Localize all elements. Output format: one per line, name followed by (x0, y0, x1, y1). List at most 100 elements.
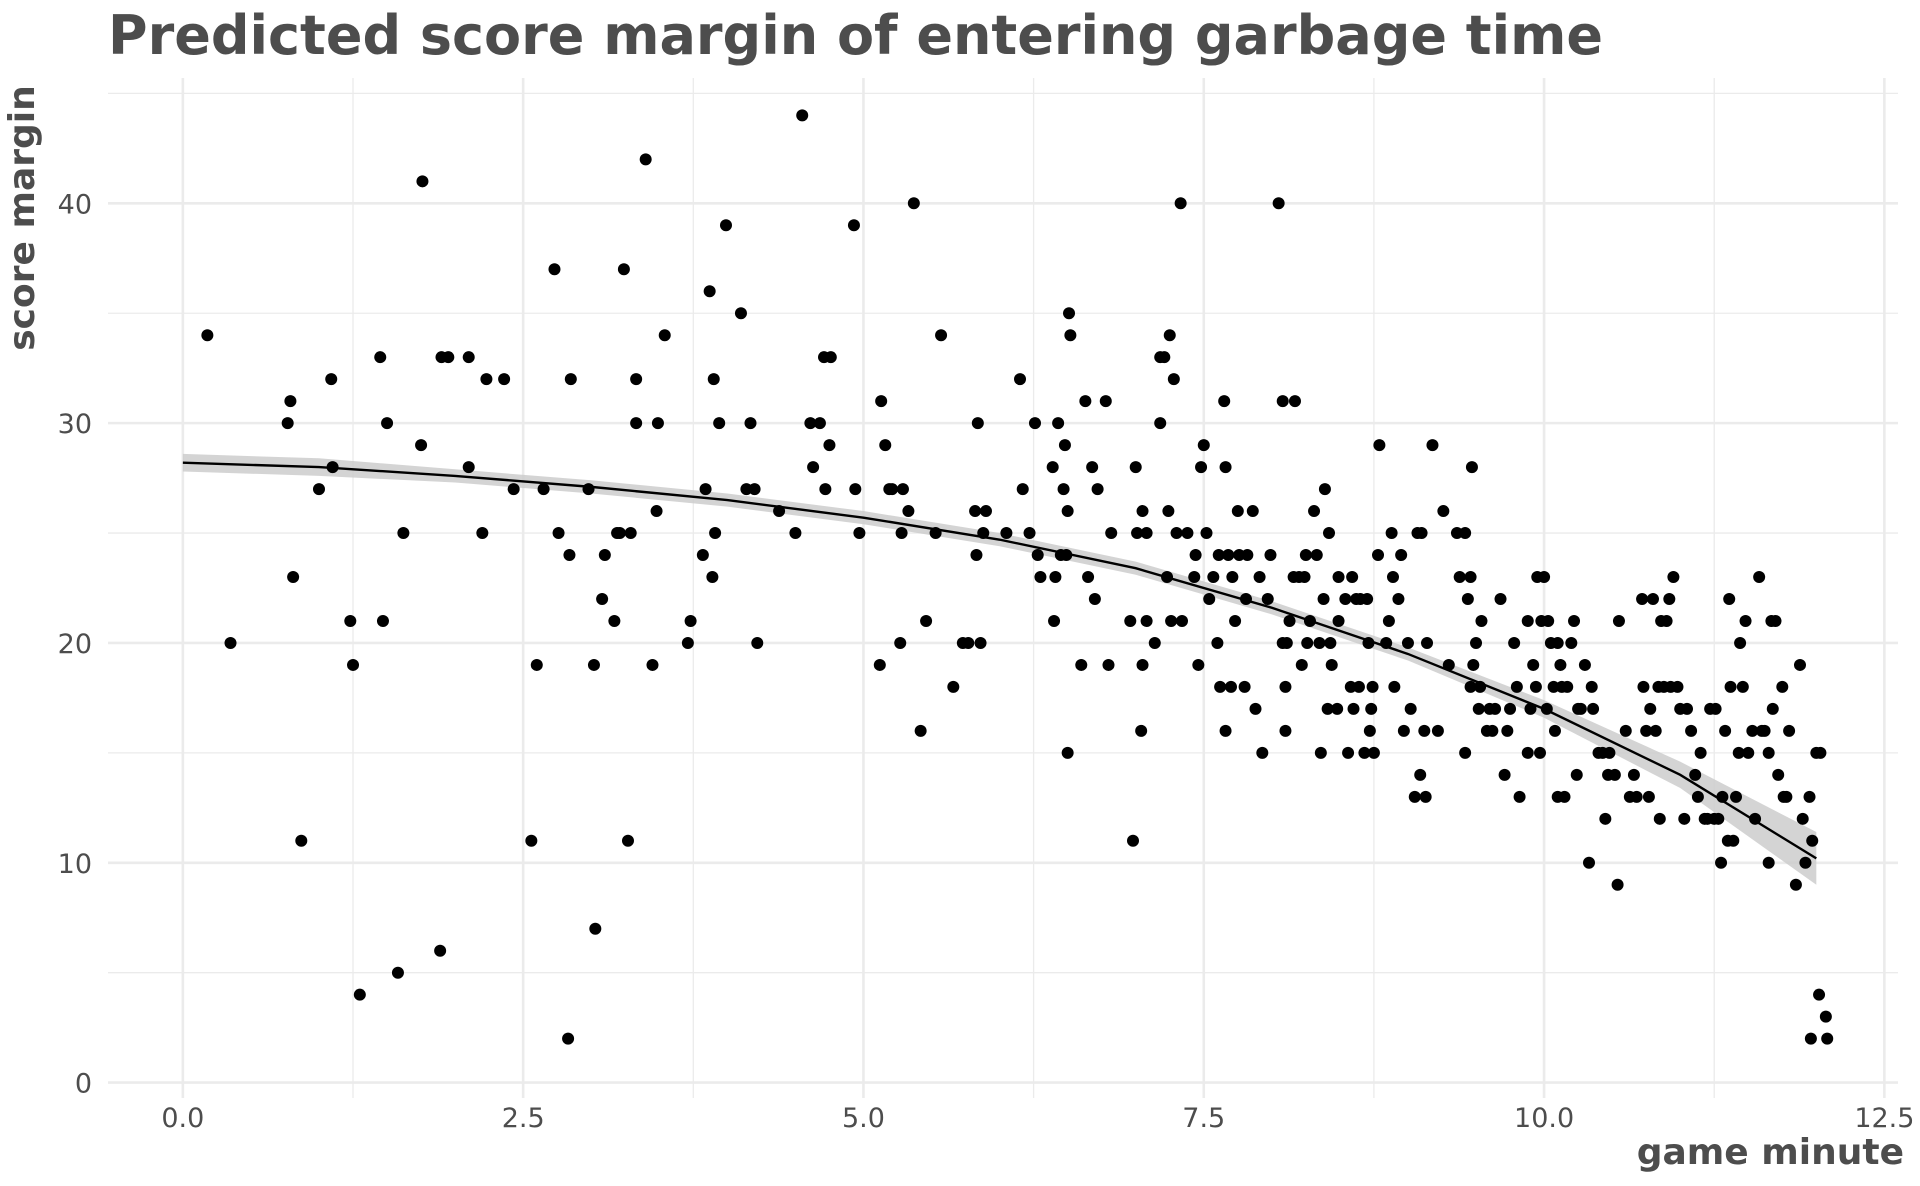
data-point (1599, 812, 1612, 825)
data-point (699, 483, 712, 496)
data-point (1129, 461, 1142, 474)
data-point (1347, 702, 1360, 715)
data-point (462, 351, 475, 364)
data-point (886, 483, 899, 496)
data-point (621, 834, 634, 847)
data-point (879, 439, 892, 452)
data-point (1709, 702, 1722, 715)
data-point (1521, 746, 1534, 759)
data-point (1079, 395, 1092, 408)
data-point (1321, 702, 1334, 715)
data-point (920, 614, 933, 627)
data-point (789, 527, 802, 540)
data-point (1421, 636, 1434, 649)
data-point (696, 549, 709, 562)
data-point (1689, 768, 1702, 781)
x-tick-label: 7.5 (1182, 1103, 1225, 1134)
data-point (1342, 746, 1355, 759)
data-point (1642, 790, 1655, 803)
data-point (1510, 680, 1523, 693)
data-point (1630, 790, 1643, 803)
data-point (344, 614, 357, 627)
data-point (1181, 527, 1194, 540)
data-point (1753, 571, 1766, 584)
data-point (1222, 549, 1235, 562)
x-axis-ticks: 0.0 2.5 5.0 7.5 10.0 12.5 (161, 1103, 1914, 1134)
data-point (1627, 768, 1640, 781)
data-point (1685, 724, 1698, 737)
data-point (1261, 592, 1274, 605)
data-point (849, 483, 862, 496)
data-point (582, 483, 595, 496)
data-point (853, 527, 866, 540)
data-point (630, 417, 643, 430)
data-point (1188, 571, 1201, 584)
data-point (1719, 724, 1732, 737)
data-point (1464, 571, 1477, 584)
data-point (1498, 768, 1511, 781)
data-point (589, 922, 602, 935)
data-point (1211, 636, 1224, 649)
data-point (1776, 680, 1789, 693)
data-point (709, 527, 722, 540)
grid-minor (108, 78, 1898, 1098)
data-point (1561, 680, 1574, 693)
data-point (824, 351, 837, 364)
data-point (1486, 724, 1499, 737)
data-point (462, 461, 475, 474)
data-point (1323, 527, 1336, 540)
fit-line-layer (182, 461, 1817, 860)
y-axis-ticks: 0 10 20 30 40 (58, 189, 92, 1099)
data-point (707, 373, 720, 386)
data-point (1397, 724, 1410, 737)
data-point (1088, 592, 1101, 605)
data-point (287, 571, 300, 584)
data-point (525, 834, 538, 847)
data-point (608, 614, 621, 627)
data-point (1508, 636, 1521, 649)
data-point (1214, 680, 1227, 693)
data-point (1691, 790, 1704, 803)
data-point (1392, 592, 1405, 605)
y-tick-label: 10 (58, 849, 92, 880)
data-point (325, 373, 338, 386)
data-point (1667, 571, 1680, 584)
data-point (1358, 746, 1371, 759)
data-point (1734, 636, 1747, 649)
data-point (1762, 856, 1775, 869)
data-point (970, 549, 983, 562)
data-point (1603, 746, 1616, 759)
data-point (347, 658, 360, 671)
data-point (416, 175, 429, 188)
data-point (1165, 614, 1178, 627)
data-point (1256, 746, 1269, 759)
data-point (1395, 549, 1408, 562)
data-point (1660, 614, 1673, 627)
data-point (1034, 571, 1047, 584)
data-point (1276, 395, 1289, 408)
data-point (1272, 197, 1285, 210)
data-point (1058, 439, 1071, 452)
data-point (1332, 571, 1345, 584)
x-tick-label: 5.0 (842, 1103, 885, 1134)
data-point (706, 571, 719, 584)
data-point (1246, 505, 1259, 518)
data-point (651, 417, 664, 430)
data-point (1453, 571, 1466, 584)
data-point (1796, 812, 1809, 825)
data-point (1192, 658, 1205, 671)
data-point (1608, 768, 1621, 781)
data-point (744, 417, 757, 430)
data-point (734, 307, 747, 320)
grid-major (108, 78, 1898, 1098)
data-point (896, 483, 909, 496)
data-point (1758, 724, 1771, 737)
data-point (1219, 724, 1232, 737)
chart-title: Predicted score margin of entering garba… (108, 4, 1603, 67)
data-point (1611, 878, 1624, 891)
data-point (1126, 834, 1139, 847)
data-point (1587, 702, 1600, 715)
data-point (548, 263, 561, 276)
data-point (646, 658, 659, 671)
